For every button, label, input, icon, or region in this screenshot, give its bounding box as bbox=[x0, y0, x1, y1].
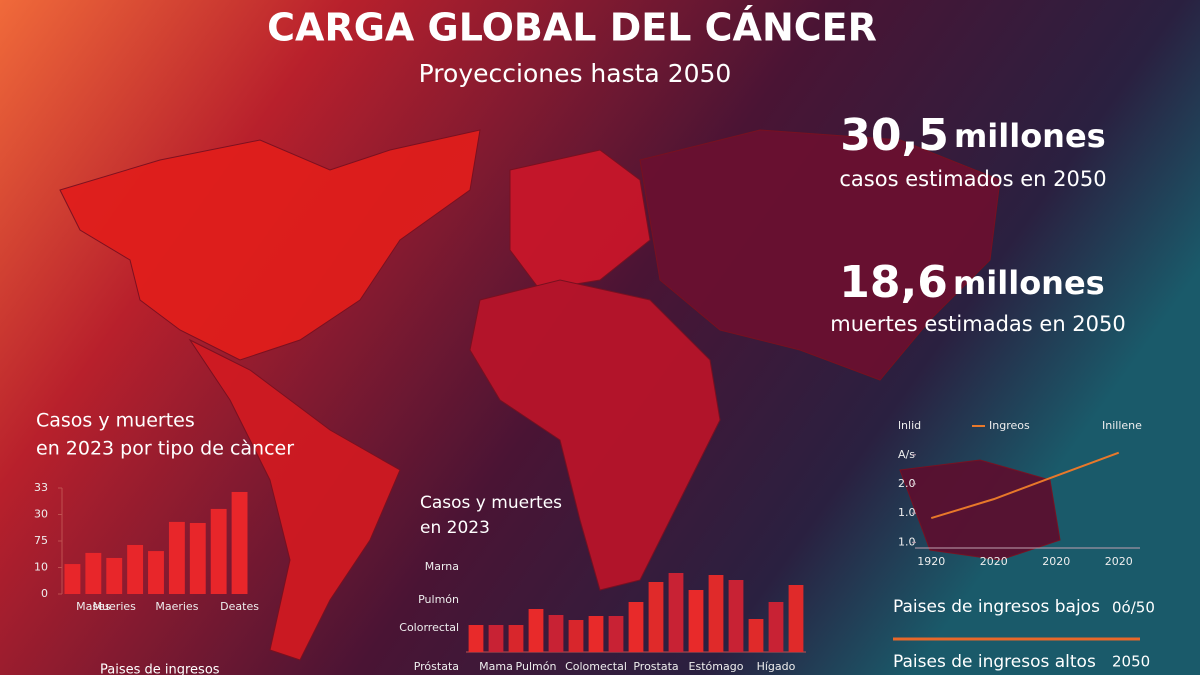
world-map bbox=[59, 129, 1061, 661]
legend-label: Ingreos bbox=[989, 419, 1030, 432]
chart-label: Inillene bbox=[1102, 419, 1142, 432]
chart-title: en 2023 bbox=[420, 518, 490, 538]
stat: 30,5 millones bbox=[840, 110, 1105, 161]
x-tick-label: Estómago bbox=[689, 660, 744, 673]
chart-label: lnlid bbox=[898, 419, 921, 432]
bar bbox=[588, 616, 604, 652]
bar bbox=[148, 551, 164, 594]
chart-title: Casos y muertes bbox=[36, 410, 195, 432]
y-label: Pulmón bbox=[418, 593, 459, 606]
stat-value: 18,6 bbox=[839, 257, 948, 308]
x-tick-label: 2020 bbox=[1105, 555, 1133, 568]
chart-title: en 2023 por tipo de càncer bbox=[36, 438, 294, 460]
bar bbox=[728, 580, 744, 652]
bar bbox=[508, 625, 524, 652]
bar bbox=[528, 609, 544, 652]
y-tick-label: 0 bbox=[41, 587, 48, 600]
bar bbox=[468, 625, 484, 652]
bar bbox=[168, 521, 185, 594]
y-tick-label: 10 bbox=[34, 561, 48, 574]
x-tick-label: 1920 bbox=[917, 555, 945, 568]
footer-value: 2050 bbox=[1112, 653, 1150, 671]
y-label: Marna bbox=[425, 560, 459, 573]
y-label: Próstata bbox=[414, 660, 459, 673]
x-tick-label: Mama bbox=[479, 660, 513, 673]
stat-unit: millones bbox=[953, 264, 1105, 302]
bar bbox=[189, 522, 206, 594]
bar bbox=[106, 557, 123, 594]
bar bbox=[648, 582, 664, 652]
bar bbox=[488, 625, 504, 652]
stat: 18,6 millones bbox=[839, 257, 1104, 308]
bar bbox=[748, 619, 764, 652]
x-tick-label: 2020 bbox=[980, 555, 1008, 568]
bar bbox=[608, 616, 624, 652]
y-tick-label: 75 bbox=[34, 534, 48, 547]
subtitle: Proyecciones hasta 2050 bbox=[419, 59, 732, 88]
x-tick-label: Deates bbox=[220, 600, 259, 613]
footer-text: Paises de ingresos bbox=[100, 663, 220, 675]
bar bbox=[788, 585, 804, 652]
x-tick-label: Mases bbox=[76, 600, 111, 613]
bar bbox=[568, 620, 584, 652]
stat-unit: millones bbox=[954, 117, 1106, 155]
y-tick-label: 2.0 bbox=[898, 477, 916, 490]
x-tick-label: Mueries bbox=[93, 600, 137, 613]
line bbox=[930, 451, 1120, 520]
y-tick-label: A/s bbox=[898, 448, 915, 461]
chart-title: Casos y muertes bbox=[420, 493, 562, 513]
bar bbox=[85, 552, 102, 594]
bar bbox=[548, 615, 564, 652]
y-tick-label: 1.0 bbox=[898, 506, 916, 519]
bar bbox=[210, 508, 227, 594]
x-tick-label: Pulmón bbox=[516, 660, 557, 673]
stat-label: muertes estimadas en 2050 bbox=[830, 312, 1126, 336]
stat-label: casos estimados en 2050 bbox=[839, 167, 1106, 191]
bar bbox=[768, 602, 784, 652]
bar bbox=[231, 491, 248, 594]
footer-value: 0ó/50 bbox=[1112, 599, 1155, 617]
bar bbox=[64, 564, 81, 594]
y-tick-label: 1.0 bbox=[898, 535, 916, 548]
x-tick-label: 2020 bbox=[1042, 555, 1070, 568]
y-tick-label: 33 bbox=[34, 481, 48, 494]
bar bbox=[708, 575, 724, 652]
bar bbox=[688, 590, 704, 652]
x-tick-label: Hígado bbox=[757, 660, 796, 673]
footer-text: Paises de ingresos bajos bbox=[893, 597, 1100, 617]
bar bbox=[628, 602, 644, 652]
y-label: Colorrectal bbox=[399, 621, 459, 634]
title: CARGA GLOBAL DEL CÁNCER bbox=[267, 6, 877, 50]
y-tick-label: 30 bbox=[34, 508, 48, 521]
bar bbox=[668, 573, 684, 652]
x-tick-label: Prostata bbox=[633, 660, 678, 673]
footer-text: Paises de ingresos altos bbox=[893, 652, 1096, 672]
x-tick-label: Colomectal bbox=[565, 660, 627, 673]
stat-value: 30,5 bbox=[840, 110, 949, 161]
x-tick-label: Maeries bbox=[155, 600, 198, 613]
bar bbox=[127, 544, 144, 594]
